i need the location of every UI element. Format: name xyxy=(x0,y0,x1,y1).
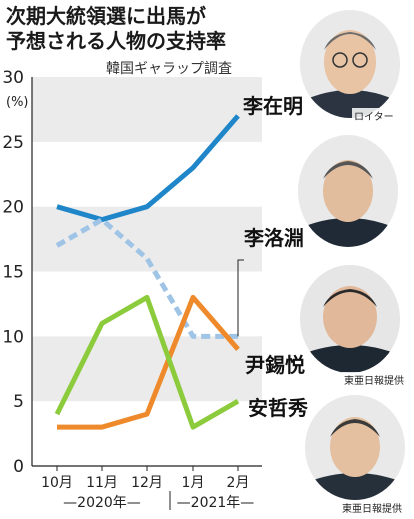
series-label-connector xyxy=(237,259,244,337)
title-line-2: 予想される人物の支持率 xyxy=(6,29,226,53)
portrait-photo-yoon-seok-youl xyxy=(300,265,400,373)
series-label-2: 尹錫悦 xyxy=(245,353,305,377)
y-tick-label: 10 xyxy=(2,327,24,347)
series-line-0 xyxy=(56,114,240,223)
title-line-1: 次期大統領選に出馬が xyxy=(6,4,206,28)
year-group-label: —2020年— xyxy=(63,495,141,511)
series-label-3: 安哲秀 xyxy=(248,396,308,420)
y-tick-label: 5 xyxy=(13,392,24,412)
series-line-1 xyxy=(55,217,238,339)
photo-credit-dong-a-1: 東亜日報提供 xyxy=(342,372,406,387)
portrait-photo-lee-jae-myung xyxy=(300,10,400,118)
y-tick-label: 25 xyxy=(2,133,24,153)
y-tick-label: 30 xyxy=(2,68,24,88)
x-tick-label: 1月 xyxy=(182,475,205,491)
source-note: 韓国ギャラップ調査 xyxy=(106,61,232,77)
series-line-2 xyxy=(57,294,240,430)
grid-band xyxy=(32,77,262,142)
series-line-3 xyxy=(54,294,240,430)
portrait-photo-lee-nak-yon xyxy=(298,135,398,247)
series-label-1: 李洛淵 xyxy=(243,226,304,250)
y-tick-label: 15 xyxy=(2,263,24,283)
y-unit-label: (%) xyxy=(6,95,29,110)
portrait-photo-ahn-cheol-soo xyxy=(305,395,405,500)
x-tick-label: 10月 xyxy=(41,475,73,491)
series-label-0: 李在明 xyxy=(242,94,303,118)
y-tick-label: 20 xyxy=(2,198,24,218)
x-tick-label: 11月 xyxy=(86,475,118,491)
x-tick-label: 2月 xyxy=(227,475,250,491)
photo-credit-dong-a-2: 東亜日報提供 xyxy=(340,500,404,515)
photo-credit-reuters: ロイター xyxy=(352,108,396,123)
year-group-label: —2021年— xyxy=(177,495,255,511)
x-tick-label: 12月 xyxy=(131,475,163,491)
y-tick-label: 0 xyxy=(13,457,24,477)
chart-title: 次期大統領選に出馬が 予想される人物の支持率 xyxy=(6,4,226,54)
